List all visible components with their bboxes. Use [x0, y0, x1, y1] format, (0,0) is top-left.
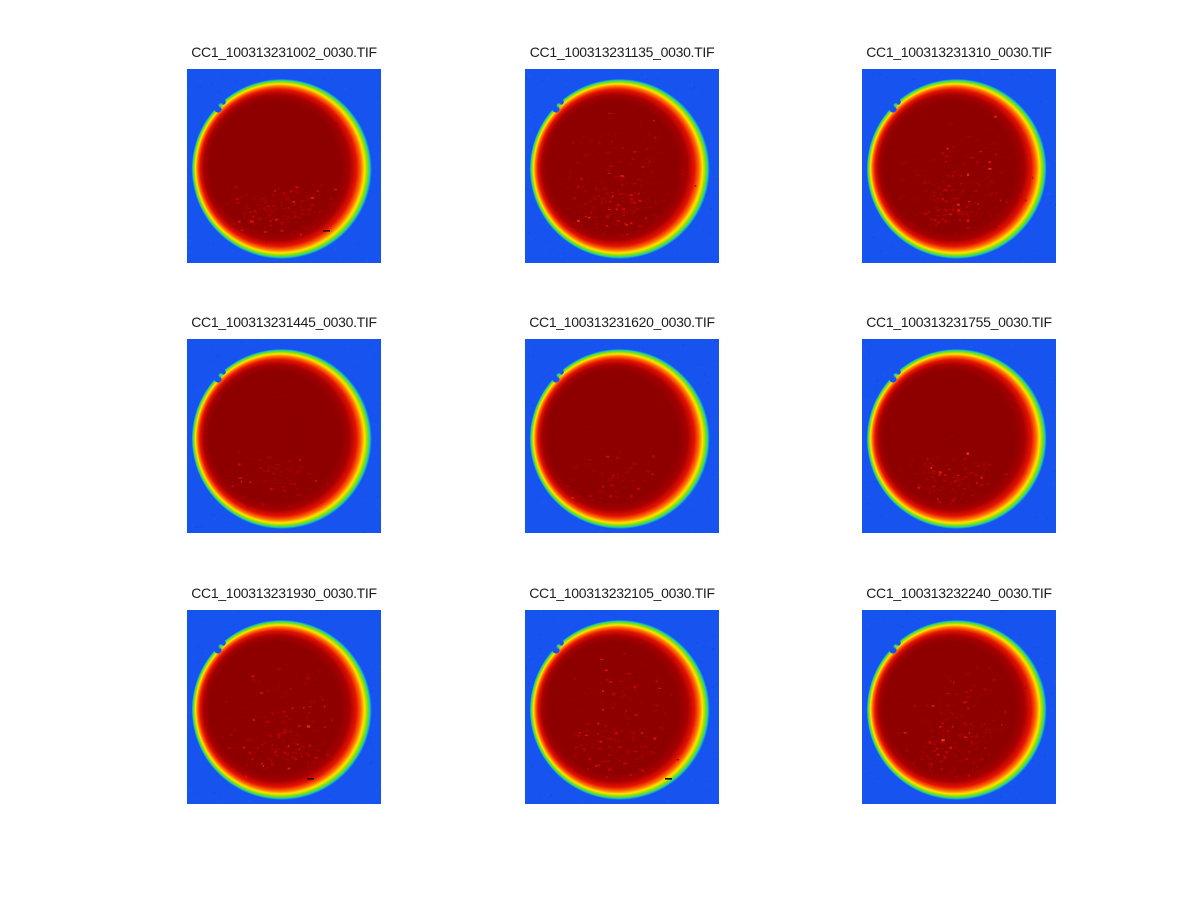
subplot-title: CC1_100313231310_0030.TIF — [866, 44, 1052, 60]
subplot-cell: CC1_100313231445_0030.TIF — [187, 313, 381, 533]
subplot-image — [862, 339, 1056, 533]
subplot-title: CC1_100313231930_0030.TIF — [191, 585, 377, 601]
subplot-image — [187, 69, 381, 263]
subplot-title: CC1_100313231002_0030.TIF — [191, 44, 377, 60]
subplot-cell: CC1_100313231930_0030.TIF — [187, 584, 381, 804]
subplot-image — [862, 69, 1056, 263]
subplot-image — [187, 339, 381, 533]
subplot-cell: CC1_100313231620_0030.TIF — [525, 313, 719, 533]
subplot-title: CC1_100313232105_0030.TIF — [529, 585, 715, 601]
subplot-cell: CC1_100313231310_0030.TIF — [862, 43, 1056, 263]
subplot-title: CC1_100313232240_0030.TIF — [866, 585, 1052, 601]
subplot-image — [187, 610, 381, 804]
subplot-title: CC1_100313231620_0030.TIF — [529, 314, 715, 330]
subplot-cell: CC1_100313232105_0030.TIF — [525, 584, 719, 804]
subplot-title: CC1_100313231445_0030.TIF — [191, 314, 377, 330]
subplot-cell: CC1_100313231755_0030.TIF — [862, 313, 1056, 533]
subplot-title: CC1_100313231755_0030.TIF — [866, 314, 1052, 330]
subplot-title: CC1_100313231135_0030.TIF — [529, 44, 715, 60]
subplot-cell: CC1_100313231135_0030.TIF — [525, 43, 719, 263]
subplot-cell: CC1_100313232240_0030.TIF — [862, 584, 1056, 804]
subplot-image — [525, 69, 719, 263]
subplot-cell: CC1_100313231002_0030.TIF — [187, 43, 381, 263]
subplot-image — [525, 610, 719, 804]
subplot-image — [862, 610, 1056, 804]
subplot-image — [525, 339, 719, 533]
